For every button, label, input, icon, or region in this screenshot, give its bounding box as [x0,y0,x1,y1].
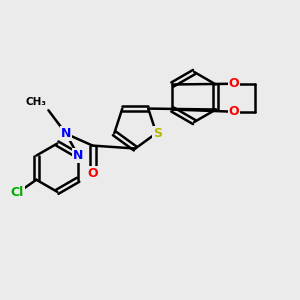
Text: O: O [87,167,98,180]
Text: Cl: Cl [11,187,24,200]
Text: O: O [229,77,239,90]
Text: S: S [153,127,162,140]
Text: O: O [229,105,239,118]
Text: N: N [61,127,71,140]
Text: CH₃: CH₃ [26,97,47,107]
Text: N: N [73,149,83,162]
